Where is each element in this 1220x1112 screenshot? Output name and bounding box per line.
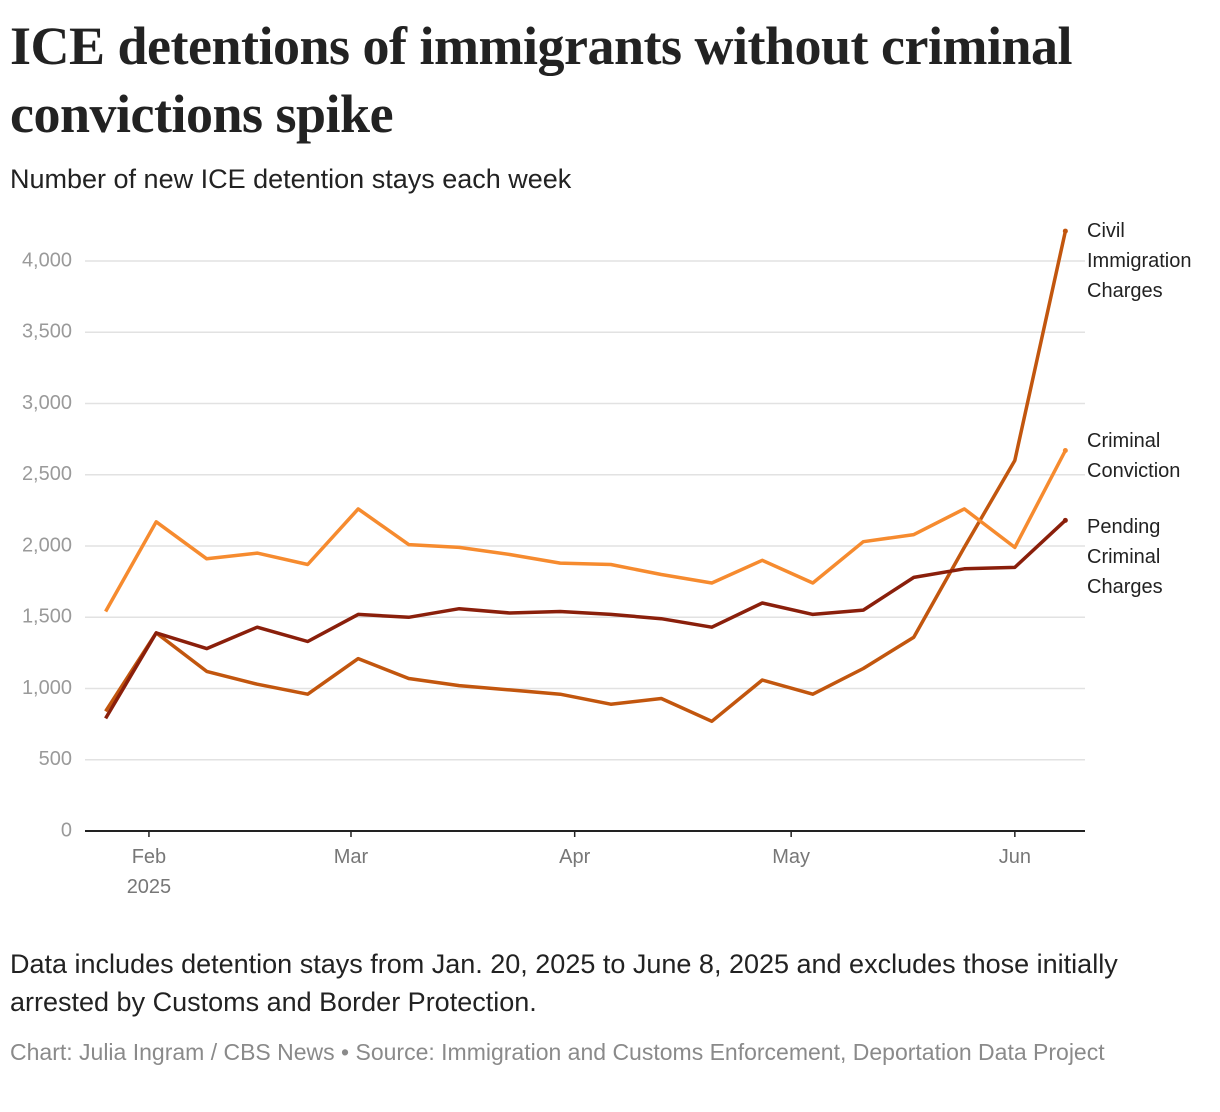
x-tick-label: May: [772, 846, 810, 868]
note: Data includes detention stays from Jan. …: [10, 949, 1118, 1017]
y-tick-label: 2,000: [22, 534, 72, 556]
legend-label: Criminal Conviction: [1087, 430, 1180, 482]
source: Chart: Julia Ingram / CBS News • Source:…: [10, 1039, 1105, 1065]
legend-label: Civil Immigration Charges: [1087, 220, 1191, 302]
legend-label: Pending Criminal Charges: [1087, 516, 1163, 598]
x-tick-label: Apr: [559, 846, 590, 868]
y-tick-label: 500: [39, 748, 72, 770]
y-tick-label: 2,500: [22, 463, 72, 485]
line-end-dot: [1062, 517, 1068, 523]
y-tick-label: 1,000: [22, 677, 72, 699]
y-tick-label: 3,500: [22, 321, 72, 343]
series-line: [104, 449, 1067, 613]
series-line: [104, 519, 1067, 720]
chart-subtitle: Number of new ICE detention stays each w…: [10, 164, 572, 194]
y-tick-label: 4,000: [22, 249, 72, 271]
chart: 0 500 1,000 1,500 2,000 2,500 3,000 3,500 4,000 F…: [22, 220, 1192, 898]
line-end-dot: [1062, 228, 1068, 234]
y-tick-label: 1,500: [22, 606, 72, 628]
chart-title: ICE detentions of immigrants without cri…: [10, 16, 1072, 144]
y-tick-label: 3,000: [22, 392, 72, 414]
y-tick-label: 0: [61, 819, 72, 841]
x-tick-label: Feb 2025: [127, 846, 172, 898]
x-tick-label: Mar: [334, 846, 369, 868]
line-end-dot: [1062, 448, 1068, 454]
x-tick-label: Jun: [999, 846, 1031, 868]
series-line: [104, 230, 1068, 724]
